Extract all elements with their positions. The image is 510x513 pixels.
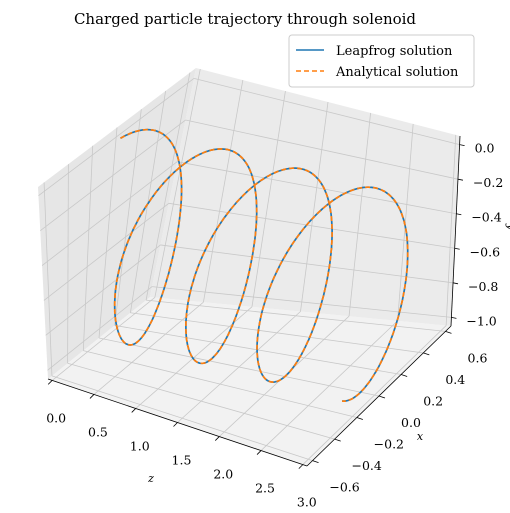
back-pane <box>150 68 460 326</box>
x-gridline-side <box>82 145 94 351</box>
y-gridline-side <box>38 78 195 197</box>
y-tick-label: −0.4 <box>471 210 501 225</box>
z-tick-label: 1.0 <box>130 438 150 453</box>
series-analytical-line <box>113 128 409 402</box>
y-tick-label: −0.8 <box>468 279 498 294</box>
x-tick-mark <box>334 438 341 442</box>
y-tick-label: −1.0 <box>466 313 496 328</box>
x-tick-label: 0.0 <box>401 415 421 430</box>
z-tick-label: 0.5 <box>88 424 108 439</box>
x-tick-label: −0.6 <box>329 480 359 495</box>
z-gridline-back <box>251 90 286 307</box>
z-tick-mark <box>131 408 137 413</box>
y-gridline-back <box>185 119 459 180</box>
y-gridline-back <box>177 161 457 215</box>
z-gridline-back <box>445 134 457 326</box>
y-tick-mark <box>452 282 459 285</box>
y-tick-mark <box>459 144 465 147</box>
y-gridline-side <box>45 244 161 336</box>
y-gridline-back <box>160 244 454 284</box>
legend: Leapfrog solution Analytical solution <box>288 34 475 88</box>
z-tick-mark <box>47 380 53 385</box>
legend-label-leapfrog: Leapfrog solution <box>336 44 453 59</box>
z-gridline-back <box>300 101 329 312</box>
y-gridline-side <box>43 203 170 301</box>
z-tick-label: 3.0 <box>297 495 317 510</box>
x-tick-label: 0.2 <box>423 393 443 408</box>
x-tick-mark <box>401 374 408 377</box>
axes-panes <box>38 68 460 466</box>
x-tick-label: 0.6 <box>468 350 488 365</box>
z-tick-mark <box>89 394 95 399</box>
z-tick-mark <box>214 436 220 441</box>
y-tick-mark <box>457 178 464 181</box>
y-gridline-back <box>193 78 460 146</box>
x-gridline-side <box>129 90 167 313</box>
y-tick-label: 0.0 <box>475 141 495 156</box>
x-gridline-floor <box>51 375 313 461</box>
y-axis-line <box>450 135 461 327</box>
chart-title: Charged particle trajectory through sole… <box>74 10 416 28</box>
x-axis-label: x <box>417 430 424 443</box>
x-gridline-side <box>67 164 69 364</box>
y-tick-mark <box>456 213 462 216</box>
z-tick-mark <box>173 422 178 427</box>
legend-box <box>288 34 475 88</box>
x-tick-label: −0.4 <box>352 458 382 473</box>
z-tick-label: 0.0 <box>46 410 66 425</box>
tick-labels: 0.00.51.01.52.02.53.0−0.6−0.4−0.20.00.20… <box>46 141 503 510</box>
y-tick-mark <box>451 316 457 319</box>
z-gridline-back <box>397 123 414 321</box>
x-tick-mark <box>378 395 386 399</box>
y-gridline-side <box>47 286 153 371</box>
z-axis-label: z <box>147 472 154 485</box>
y-gridline-back <box>152 286 452 318</box>
y-gridline-side <box>40 119 186 231</box>
x-gridline-side <box>43 182 53 376</box>
z-tick-mark <box>298 464 304 469</box>
y-axis-label: y <box>505 223 510 231</box>
x-gridline-floor <box>67 362 335 440</box>
x-gridline-side <box>114 109 142 326</box>
x-gridline-floor <box>98 337 380 397</box>
x-tick-mark <box>445 331 452 334</box>
z-tick-label: 1.5 <box>172 453 192 468</box>
x-tick-mark <box>423 352 430 356</box>
x-tick-mark <box>356 417 363 420</box>
z-tick-label: 2.5 <box>255 481 275 496</box>
trajectory-curves <box>113 128 409 402</box>
x-tick-label: −0.2 <box>374 437 404 452</box>
y-tick-label: −0.2 <box>473 175 503 190</box>
z-tick-label: 2.0 <box>213 467 233 482</box>
y-tick-label: −0.6 <box>470 244 500 259</box>
z-tick-mark <box>256 450 262 455</box>
x-gridline-side <box>145 72 191 301</box>
x-tick-mark <box>312 460 319 463</box>
x-gridline-floor <box>130 312 424 354</box>
y-tick-mark <box>454 247 460 250</box>
legend-label-analytical: Analytical solution <box>335 65 459 80</box>
grid-lines <box>38 69 460 465</box>
z-gridline-back <box>154 69 201 298</box>
x-tick-label: 0.4 <box>445 372 465 387</box>
x-gridline-floor <box>83 350 357 418</box>
z-gridline-back <box>348 112 371 317</box>
z-gridline-back <box>203 79 244 303</box>
x-gridline-side <box>98 127 118 339</box>
y-gridline-side <box>41 161 178 266</box>
